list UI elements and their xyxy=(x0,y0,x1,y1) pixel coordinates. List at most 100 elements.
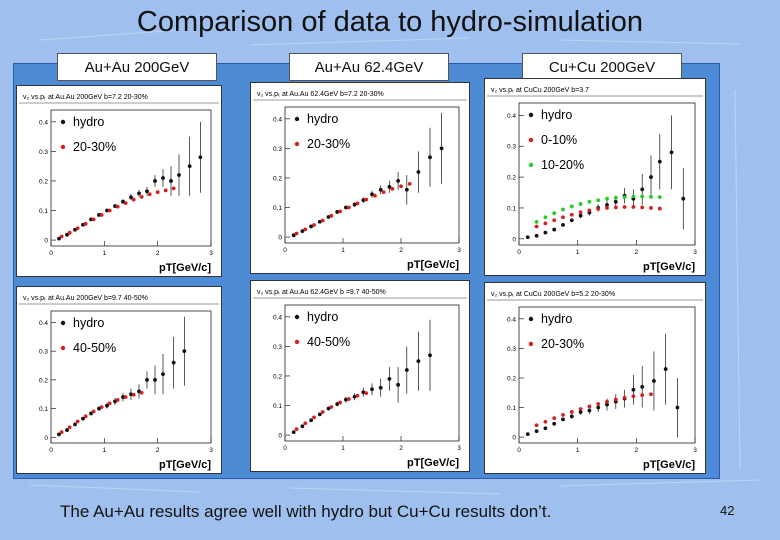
data-point xyxy=(578,407,583,411)
data-point xyxy=(123,201,128,206)
data-point xyxy=(59,234,64,239)
data-point xyxy=(631,194,636,199)
data-point xyxy=(115,204,120,209)
x-tick-label: 3 xyxy=(457,247,461,254)
legend-label: hydro xyxy=(307,310,338,324)
legend-label: hydro xyxy=(73,115,104,129)
plot-frame xyxy=(284,106,460,244)
slide-title: Comparison of data to hydro-simulation xyxy=(136,6,644,38)
plot-auau62-4050: v₂ vs.pₜ at Au.Au 62.4GeV b =9.7 40-50% 0… xyxy=(250,280,470,472)
data-point xyxy=(534,219,539,224)
data-point xyxy=(543,221,548,226)
data-point xyxy=(569,204,574,209)
legend-label: 20-30% xyxy=(73,140,116,154)
chart-svg: v₂ vs.pₜ at CuCu 200GeV b=3.7 0 0.1 0.2 0.3 0… xyxy=(487,87,703,273)
data-point xyxy=(543,215,548,220)
data-point xyxy=(317,219,322,224)
y-tick-label: 0.4 xyxy=(39,320,48,327)
data-point xyxy=(596,402,601,406)
y-tick-label: 0.2 xyxy=(507,175,516,182)
data-point xyxy=(596,198,601,203)
data-point xyxy=(91,409,96,414)
data-point xyxy=(329,213,334,218)
data-point xyxy=(131,392,136,397)
series xyxy=(294,181,412,236)
data-point xyxy=(67,425,72,430)
y-tick-label: 0.3 xyxy=(507,144,516,151)
data-point xyxy=(613,397,618,402)
data-point xyxy=(534,423,539,428)
legend-label: 20-30% xyxy=(307,137,350,151)
data-point xyxy=(153,377,157,382)
y-tick-label: 0.1 xyxy=(507,405,516,412)
data-point xyxy=(605,402,609,407)
data-point xyxy=(622,195,627,200)
footer-text: The Au+Au results agree well with hydro … xyxy=(60,502,552,521)
data-point xyxy=(378,187,383,192)
data-point xyxy=(534,233,539,238)
series xyxy=(59,390,144,434)
x-axis-label: pT[GeV/c] xyxy=(159,262,211,274)
legend-marker xyxy=(294,339,300,345)
data-point xyxy=(107,208,112,213)
data-point xyxy=(326,406,331,411)
data-point xyxy=(291,430,296,435)
data-point xyxy=(346,205,351,210)
data-point xyxy=(631,205,636,209)
plot-frame xyxy=(518,306,696,444)
x-tick-label: 0 xyxy=(49,250,53,257)
page-number: 42 xyxy=(720,503,735,518)
data-point xyxy=(596,405,601,410)
x-tick-label: 1 xyxy=(576,447,580,454)
legend-label: hydro xyxy=(541,312,572,326)
y-tick-label: 0.2 xyxy=(273,175,282,182)
y-tick-label: 0.4 xyxy=(39,119,48,126)
data-point xyxy=(613,199,618,204)
data-point xyxy=(407,181,412,186)
x-tick-label: 1 xyxy=(341,445,345,452)
data-point xyxy=(569,410,574,414)
x-tick-label: 0 xyxy=(283,445,287,452)
x-tick-label: 1 xyxy=(341,247,345,254)
series xyxy=(59,186,176,239)
legend-label: 0-10% xyxy=(541,133,577,147)
column-header-auau-200: Au+Au 200GeV xyxy=(57,53,217,81)
data-point xyxy=(161,176,165,180)
data-point xyxy=(361,198,366,203)
data-point xyxy=(578,410,583,414)
data-point xyxy=(416,170,421,174)
data-point xyxy=(129,195,133,200)
data-point xyxy=(605,399,609,404)
data-point xyxy=(396,179,400,183)
data-point xyxy=(613,205,618,210)
y-tick-label: 0.3 xyxy=(507,346,516,353)
data-point xyxy=(326,215,331,219)
series xyxy=(291,112,444,238)
data-point xyxy=(578,213,583,218)
data-point xyxy=(370,192,374,197)
data-point xyxy=(613,195,618,200)
legend-marker xyxy=(528,137,534,143)
plot-auau200-4050: v₂ vs.pₜ at Au.Au 200GeV b=9.7 40-50% 0 0.… xyxy=(16,286,222,474)
chart-title: v₂ vs.pₜ at Au.Au 62.4GeV b=7.2 20-30% xyxy=(257,91,384,98)
x-axis-label: pT[GeV/c] xyxy=(159,459,211,471)
y-tick-label: 0.2 xyxy=(507,375,516,382)
x-tick-label: 2 xyxy=(635,249,639,256)
legend-marker xyxy=(60,320,66,326)
data-point xyxy=(303,227,308,232)
data-point xyxy=(312,223,316,227)
data-point xyxy=(177,173,181,177)
y-tick-label: 0 xyxy=(44,435,48,442)
legend-label: 10-20% xyxy=(541,158,584,172)
data-point xyxy=(105,403,109,408)
data-point xyxy=(649,175,653,179)
y-tick-label: 0.2 xyxy=(273,373,282,380)
data-point xyxy=(344,397,348,402)
data-point xyxy=(312,415,316,420)
x-axis-label: pT[GeV/c] xyxy=(643,261,695,273)
plot-auau200-2030: v₂ vs.pₜ at Au.Au 200GeV b=7.2 20-30% 0 0.… xyxy=(16,85,222,277)
x-axis-label: pT[GeV/c] xyxy=(407,259,459,271)
series xyxy=(534,392,653,428)
data-point xyxy=(596,206,601,211)
data-point xyxy=(640,205,645,210)
